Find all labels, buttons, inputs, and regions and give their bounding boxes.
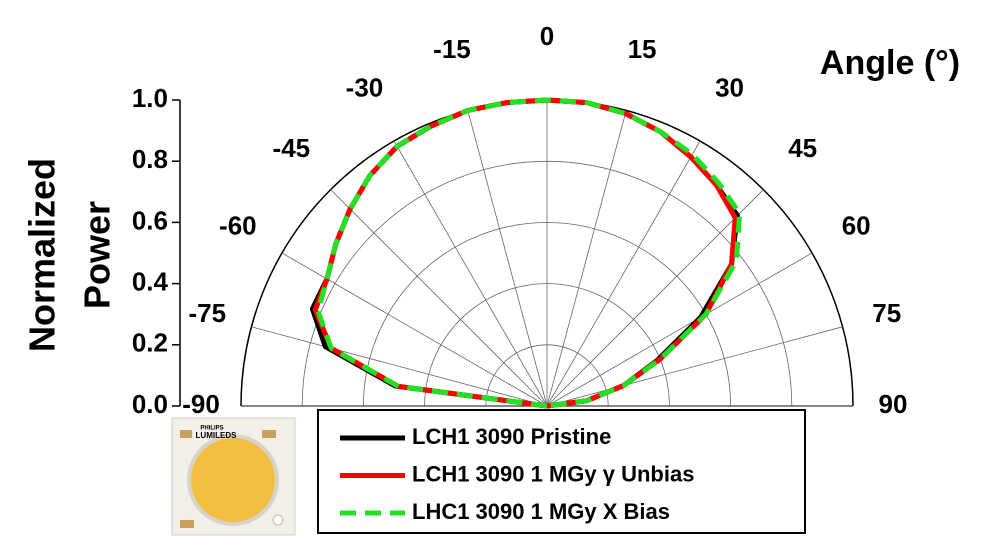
angle-tick-label: -30: [346, 73, 384, 103]
angle-tick-label: -45: [273, 133, 311, 163]
angle-tick-label: -90: [182, 389, 220, 419]
grid-spoke: [251, 326, 548, 407]
y-label: Power: [77, 201, 118, 309]
y-label-group: Power: [77, 201, 118, 309]
legend-label: LHC1 3090 1 MGy X Bias: [412, 499, 670, 524]
grid-spoke: [330, 189, 548, 407]
grid-spoke: [546, 252, 813, 407]
led-hole: [272, 514, 284, 526]
y-tick-label: 0.6: [132, 205, 168, 235]
y-tick-label: 0.2: [132, 328, 168, 358]
grid-spoke: [546, 110, 627, 407]
y-tick-label: 0.4: [132, 266, 169, 296]
y-tick-label: 0.8: [132, 144, 168, 174]
angle-tick-label: 15: [628, 34, 657, 64]
y-label: Normalized: [22, 158, 63, 352]
grid-spoke: [393, 140, 548, 407]
grid-spoke: [467, 110, 548, 407]
angle-tick-label: 90: [879, 389, 908, 419]
y-tick-label: 0.0: [132, 389, 168, 419]
led-image: PHILIPS LUMILEDS: [171, 417, 296, 536]
angle-tick-label: 30: [715, 73, 744, 103]
angle-label: Angle (°): [820, 44, 960, 82]
led-pad: [180, 430, 192, 438]
y-label-group: Normalized: [22, 158, 63, 352]
angle-tick-label: -60: [219, 210, 257, 240]
led-brand: PHILIPS: [200, 426, 223, 432]
series-line: [312, 97, 738, 409]
angle-tick-label: 60: [842, 210, 871, 240]
series-line: [315, 97, 743, 409]
angle-tick-label: 45: [788, 133, 817, 163]
legend-label: LCH1 3090 Pristine: [412, 424, 611, 449]
led-phosphor: [191, 438, 275, 522]
angle-tick-label: -15: [433, 34, 471, 64]
y-tick-label: 1.0: [132, 83, 168, 113]
led-brand: LUMILEDS: [196, 431, 238, 440]
angle-tick-label: 75: [872, 298, 901, 328]
legend-label: LCH1 3090 1 MGy γ Unbias: [412, 461, 694, 486]
grid-spoke: [546, 189, 764, 407]
led-pad: [180, 520, 194, 528]
led-pad: [262, 430, 276, 438]
angle-tick-label: 0: [540, 21, 554, 51]
angle-tick-label: -75: [189, 298, 227, 328]
grid-spoke: [546, 140, 701, 407]
grid-spoke: [546, 326, 843, 407]
